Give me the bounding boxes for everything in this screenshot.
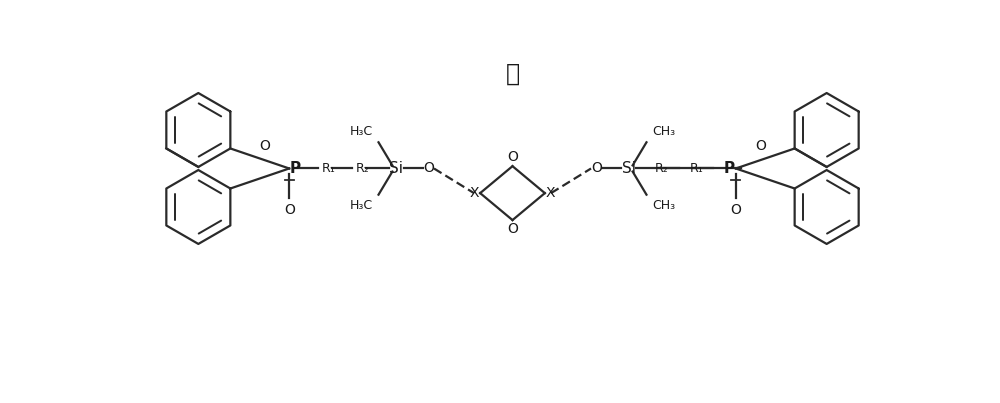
Text: CH₃: CH₃ bbox=[652, 125, 675, 138]
Text: O: O bbox=[423, 162, 434, 175]
Text: O: O bbox=[591, 162, 602, 175]
Text: R₂: R₂ bbox=[655, 162, 669, 175]
Text: H₃C: H₃C bbox=[350, 199, 373, 212]
Text: P: P bbox=[724, 161, 735, 176]
Text: O: O bbox=[507, 150, 518, 164]
Text: CH₃: CH₃ bbox=[652, 199, 675, 212]
Text: R₁: R₁ bbox=[322, 162, 335, 175]
Text: R₂: R₂ bbox=[356, 162, 370, 175]
Text: 或: 或 bbox=[505, 62, 520, 86]
Text: X: X bbox=[470, 186, 479, 200]
Text: X: X bbox=[546, 186, 555, 200]
Text: O: O bbox=[755, 139, 766, 153]
Text: O: O bbox=[507, 222, 518, 237]
Text: O: O bbox=[259, 139, 270, 153]
Text: O: O bbox=[284, 203, 295, 217]
Text: O: O bbox=[730, 203, 741, 217]
Text: R₁: R₁ bbox=[690, 162, 703, 175]
Text: P: P bbox=[290, 161, 301, 176]
Text: H₃C: H₃C bbox=[350, 125, 373, 138]
Text: Si: Si bbox=[622, 161, 636, 176]
Text: Si: Si bbox=[389, 161, 403, 176]
